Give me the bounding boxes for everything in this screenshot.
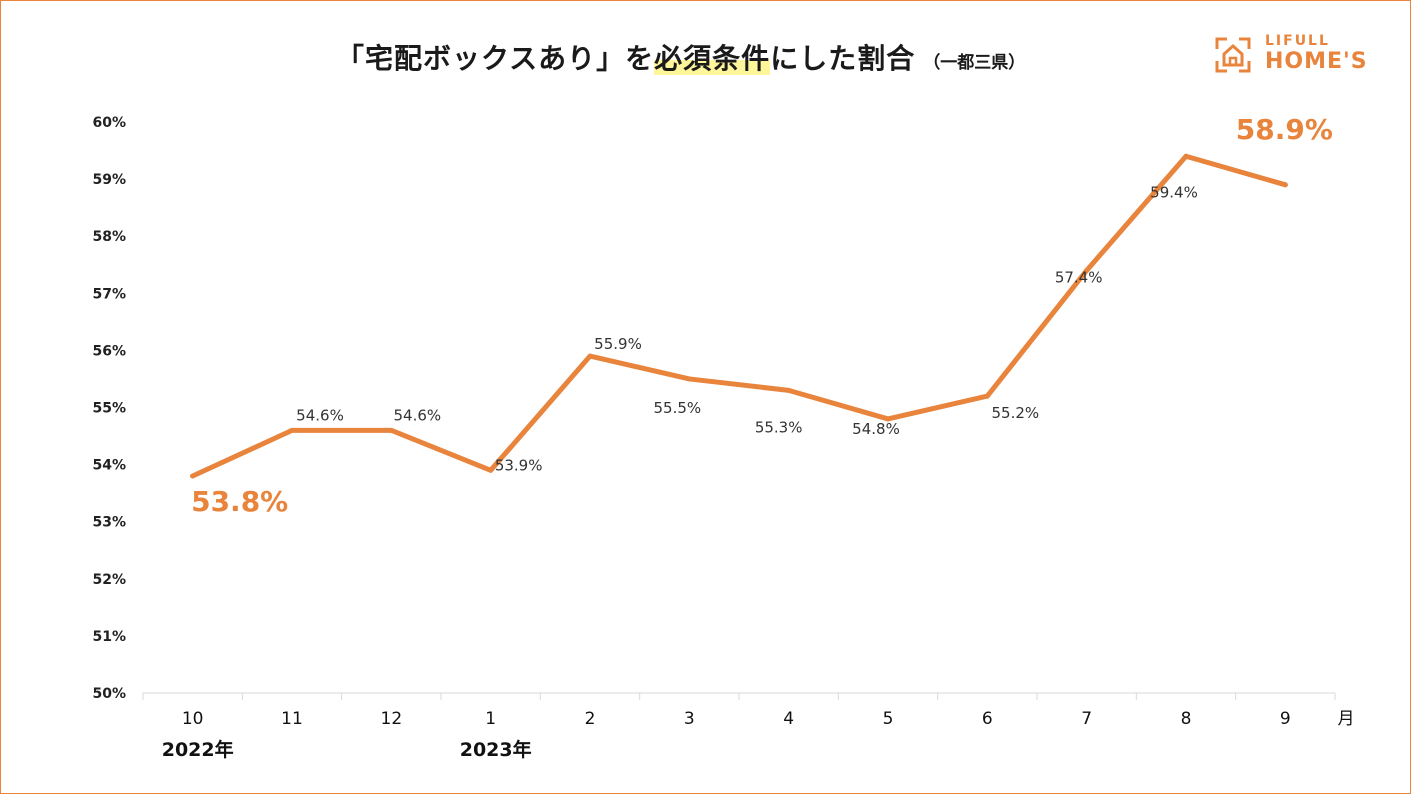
x-tick-label: 7 bbox=[1081, 709, 1092, 729]
y-tick-label: 55% bbox=[92, 401, 126, 417]
series-line bbox=[190, 153, 1288, 479]
data-label: 57.4% bbox=[1055, 268, 1103, 286]
data-point bbox=[786, 387, 792, 393]
data-point bbox=[885, 416, 891, 422]
x-tick-label: 5 bbox=[883, 709, 894, 729]
y-tick-label: 50% bbox=[92, 686, 126, 702]
data-label: 59.4% bbox=[1150, 183, 1198, 201]
y-tick-label: 58% bbox=[92, 229, 126, 245]
data-point bbox=[1282, 182, 1288, 188]
x-year-label: 2022年 bbox=[162, 738, 234, 761]
data-label: 54.6% bbox=[296, 406, 344, 424]
x-tick-label: 1 bbox=[485, 709, 496, 729]
data-point bbox=[587, 353, 593, 359]
y-tick-label: 54% bbox=[92, 458, 126, 474]
data-point bbox=[289, 427, 295, 433]
title-sub: （一都三県） bbox=[923, 53, 1026, 73]
y-tick-label: 60% bbox=[92, 115, 126, 131]
y-tick-label: 51% bbox=[92, 629, 126, 645]
x-tick-label: 9 bbox=[1280, 709, 1291, 729]
x-tick-label: 6 bbox=[982, 709, 993, 729]
y-tick-label: 56% bbox=[92, 343, 126, 359]
data-point bbox=[488, 467, 494, 473]
x-tick-label: 3 bbox=[684, 709, 695, 729]
chart-title: 「宅配ボックスあり」を必須条件にした割合 （一都三県） bbox=[336, 37, 1025, 77]
house-icon bbox=[1215, 37, 1251, 73]
data-label: 55.5% bbox=[654, 399, 702, 417]
data-point bbox=[1084, 267, 1090, 273]
y-tick-label: 57% bbox=[92, 286, 126, 302]
y-tick-label: 59% bbox=[92, 172, 126, 188]
x-tick-label: 10 bbox=[182, 709, 204, 729]
lifull-homes-logo: LIFULL HOME'S bbox=[1213, 33, 1383, 77]
x-tick-label: 2 bbox=[585, 709, 596, 729]
data-label: 55.3% bbox=[755, 418, 803, 436]
data-point bbox=[388, 427, 394, 433]
data-label: 54.6% bbox=[394, 406, 442, 424]
logo-line2: HOME'S bbox=[1265, 49, 1368, 74]
title-part2: にした割合 bbox=[770, 42, 916, 75]
y-tick-label: 53% bbox=[92, 515, 126, 531]
x-year-label: 2023年 bbox=[460, 738, 532, 761]
y-tick-label: 52% bbox=[92, 572, 126, 588]
data-point bbox=[686, 376, 692, 382]
x-tick-label: 8 bbox=[1181, 709, 1192, 729]
x-tick-label: 11 bbox=[281, 709, 303, 729]
data-label: 55.9% bbox=[594, 335, 642, 353]
data-point bbox=[984, 393, 990, 399]
x-tick-label: 12 bbox=[381, 709, 403, 729]
data-label: 54.8% bbox=[852, 420, 900, 438]
x-axis-unit: 月 bbox=[1338, 709, 1355, 729]
data-label: 53.9% bbox=[495, 456, 543, 474]
data-point bbox=[190, 473, 196, 479]
title-part1: 「宅配ボックスあり」を bbox=[336, 42, 655, 75]
data-label: 55.2% bbox=[992, 404, 1040, 422]
data-point bbox=[1183, 153, 1189, 159]
data-label-emphasized: 53.8% bbox=[191, 485, 288, 518]
title-highlight: 必須条件 bbox=[654, 42, 771, 75]
x-tick-label: 4 bbox=[783, 709, 794, 729]
data-label-emphasized: 58.9% bbox=[1236, 113, 1333, 146]
logo-line1: LIFULL bbox=[1265, 33, 1330, 49]
